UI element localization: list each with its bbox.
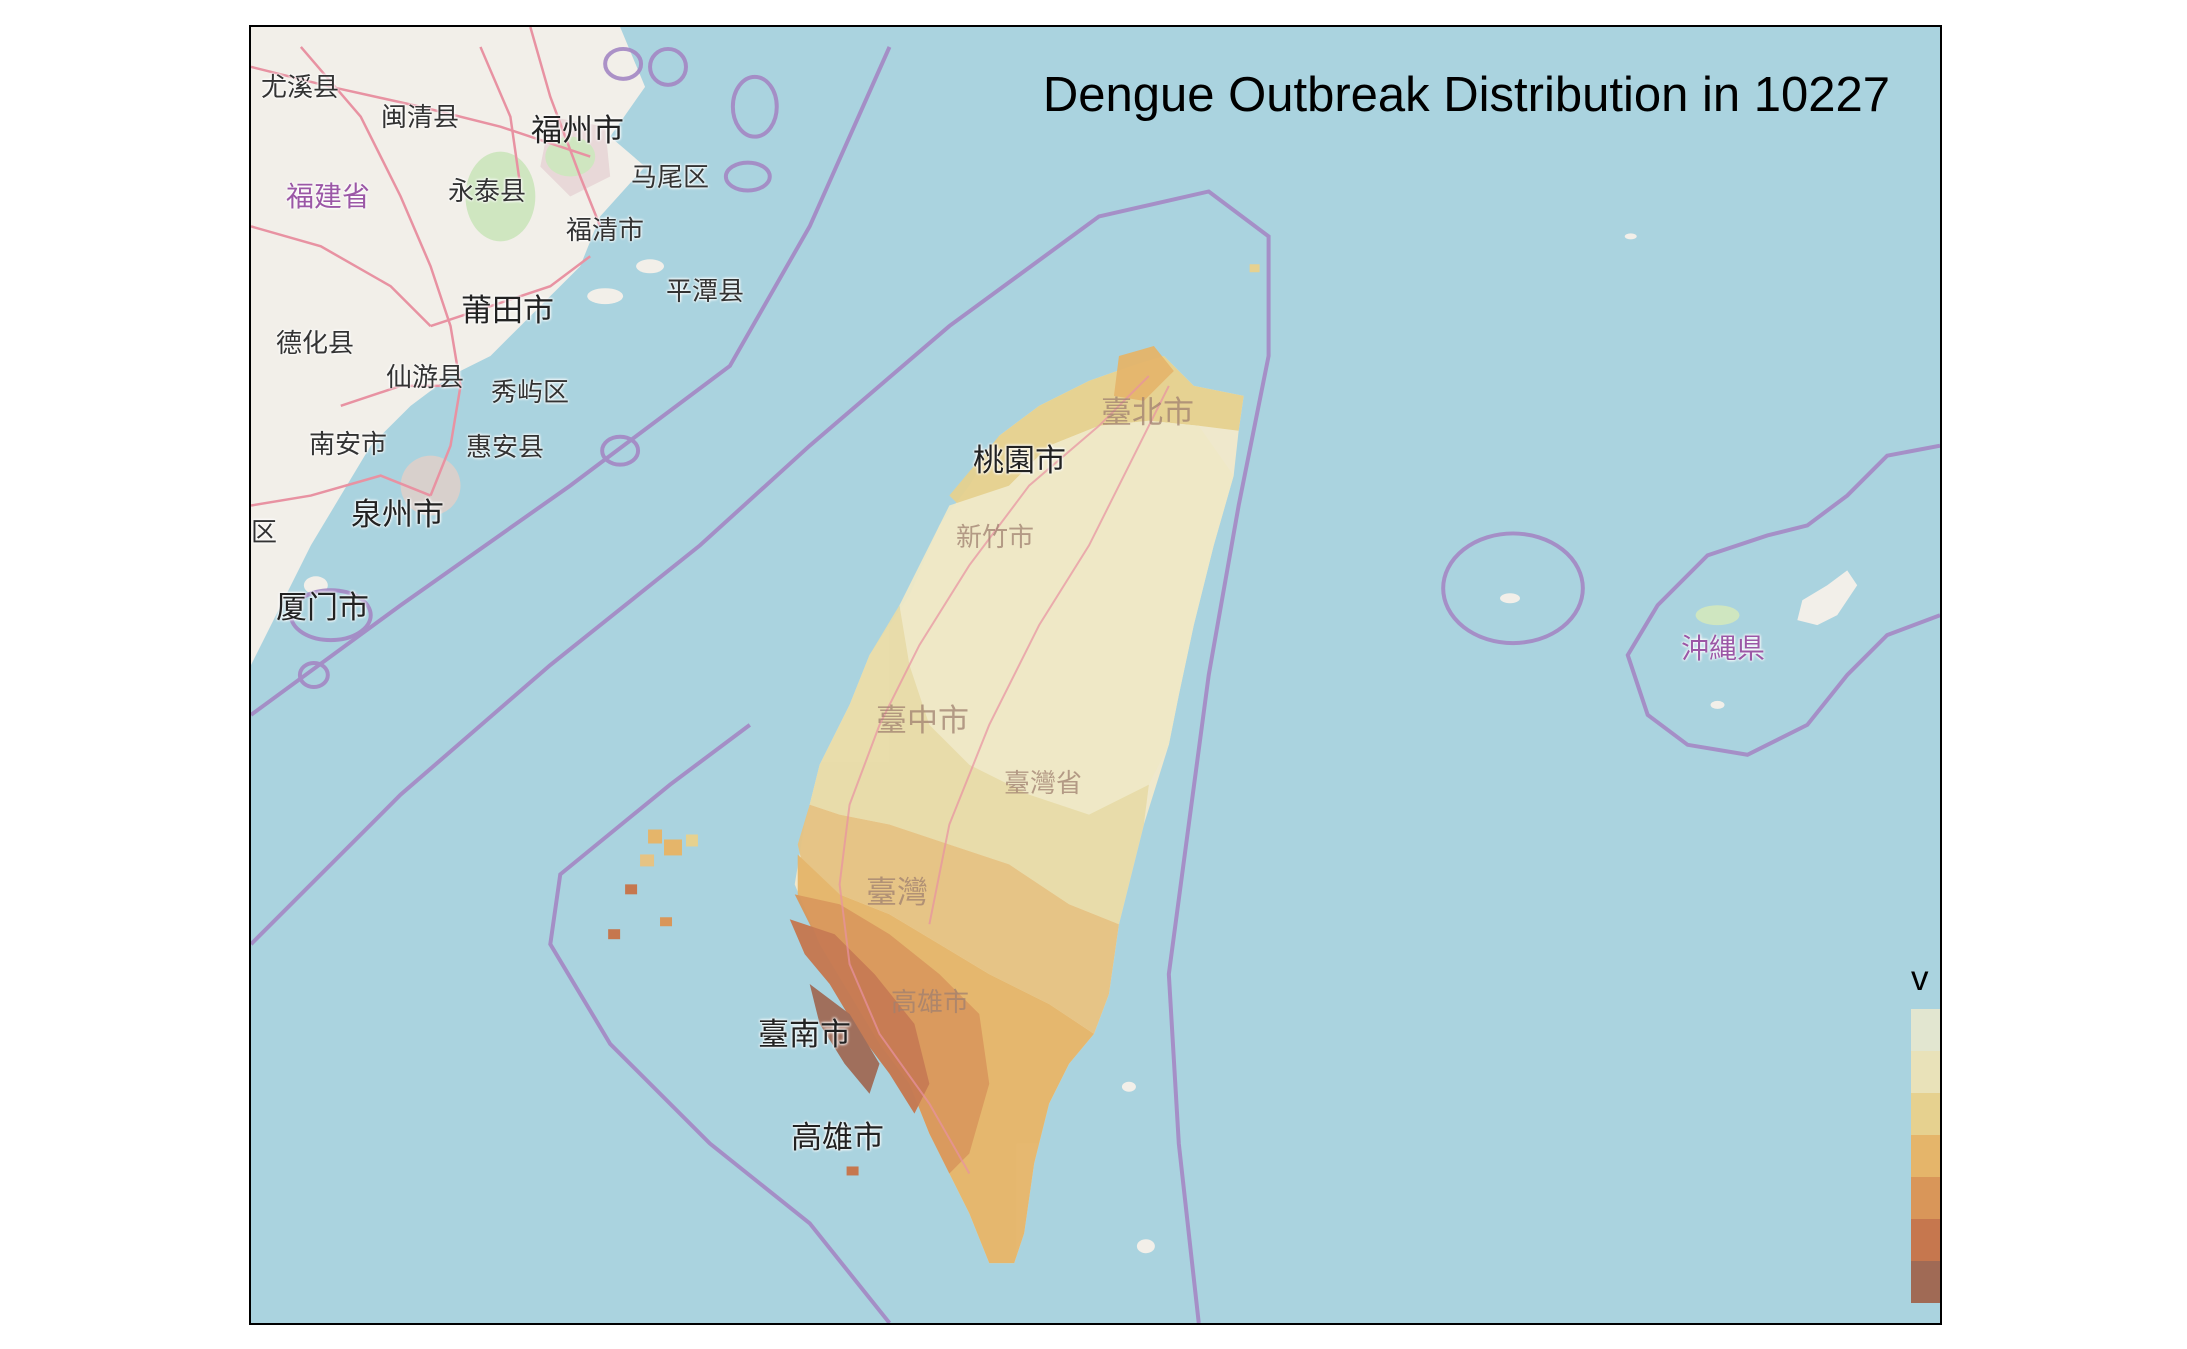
place-label: 永泰县 — [448, 177, 527, 207]
legend-swatch — [1911, 1135, 1940, 1177]
place-label: 区 — [251, 518, 278, 548]
place-label: 仙游县 — [386, 363, 465, 393]
taiwan-roads — [838, 375, 1170, 1174]
legend-item: 150 to 200 — [1911, 1135, 1940, 1177]
place-label: 南安市 — [309, 430, 388, 460]
place-label: 福清市 — [566, 216, 645, 246]
legend-item: 200 to 250 — [1911, 1177, 1940, 1219]
place-label: 闽清县 — [381, 103, 460, 133]
base-map — [251, 27, 1940, 1323]
legend-item: 250 to 300 — [1911, 1219, 1940, 1261]
map-legend: v 0 to 5050 to 100100 to 150150 to 20020… — [1911, 959, 1940, 1303]
maritime-boundaries — [251, 46, 1940, 1323]
place-label: 马尾区 — [631, 163, 710, 193]
legend-swatch — [1911, 1219, 1940, 1261]
dengue-choropleth — [789, 346, 1244, 1264]
place-label: 臺北市 — [1101, 395, 1194, 431]
legend-swatch — [1911, 1009, 1940, 1051]
legend-swatch — [1911, 1051, 1940, 1093]
penghu-islands — [608, 264, 1260, 1176]
legend-item: 100 to 150 — [1911, 1093, 1940, 1135]
legend-item: 300 to 350 — [1911, 1261, 1940, 1303]
place-label: 尤溪县 — [261, 73, 340, 103]
province-label: 福建省 — [286, 180, 371, 213]
map-panel[interactable]: Dengue Outbreak Distribution in 10227 尤溪… — [249, 25, 1942, 1325]
place-label: 福州市 — [531, 113, 624, 149]
small-islands — [1121, 1081, 1155, 1254]
place-label: 惠安县 — [466, 433, 545, 463]
prefecture-label: 沖縄県 — [1681, 632, 1766, 665]
legend-item: 50 to 100 — [1911, 1051, 1940, 1093]
legend-swatch — [1911, 1093, 1940, 1135]
place-label: 新竹市 — [956, 523, 1035, 553]
place-label: 高雄市 — [791, 1120, 884, 1156]
place-label: 臺中市 — [876, 703, 969, 739]
legend-swatch — [1911, 1177, 1940, 1219]
mainland-urban — [400, 116, 611, 516]
legend-title: v — [1911, 959, 1929, 998]
mainland-land — [251, 27, 646, 666]
place-label: 秀屿区 — [491, 378, 570, 408]
legend-swatch — [1911, 1261, 1940, 1303]
place-label: 厦门市 — [276, 590, 369, 626]
province-label: 臺灣省 — [1004, 769, 1083, 799]
region-label: 臺灣 — [866, 875, 928, 911]
place-label: 高雄市 — [891, 988, 970, 1018]
place-label: 德化县 — [276, 329, 355, 359]
place-label: 臺南市 — [758, 1017, 851, 1053]
mainland-roads — [251, 27, 602, 507]
legend-item: 0 to 50 — [1911, 1009, 1940, 1051]
place-label: 桃園市 — [973, 443, 1066, 479]
okinawa-islands — [1500, 233, 1858, 709]
place-label: 平潭县 — [666, 277, 745, 307]
legend-items: 0 to 5050 to 100100 to 150150 to 200200 … — [1911, 1009, 1940, 1303]
map-title: Dengue Outbreak Distribution in 10227 — [1042, 68, 1890, 122]
place-label: 莆田市 — [461, 293, 554, 329]
place-label: 泉州市 — [351, 497, 444, 533]
